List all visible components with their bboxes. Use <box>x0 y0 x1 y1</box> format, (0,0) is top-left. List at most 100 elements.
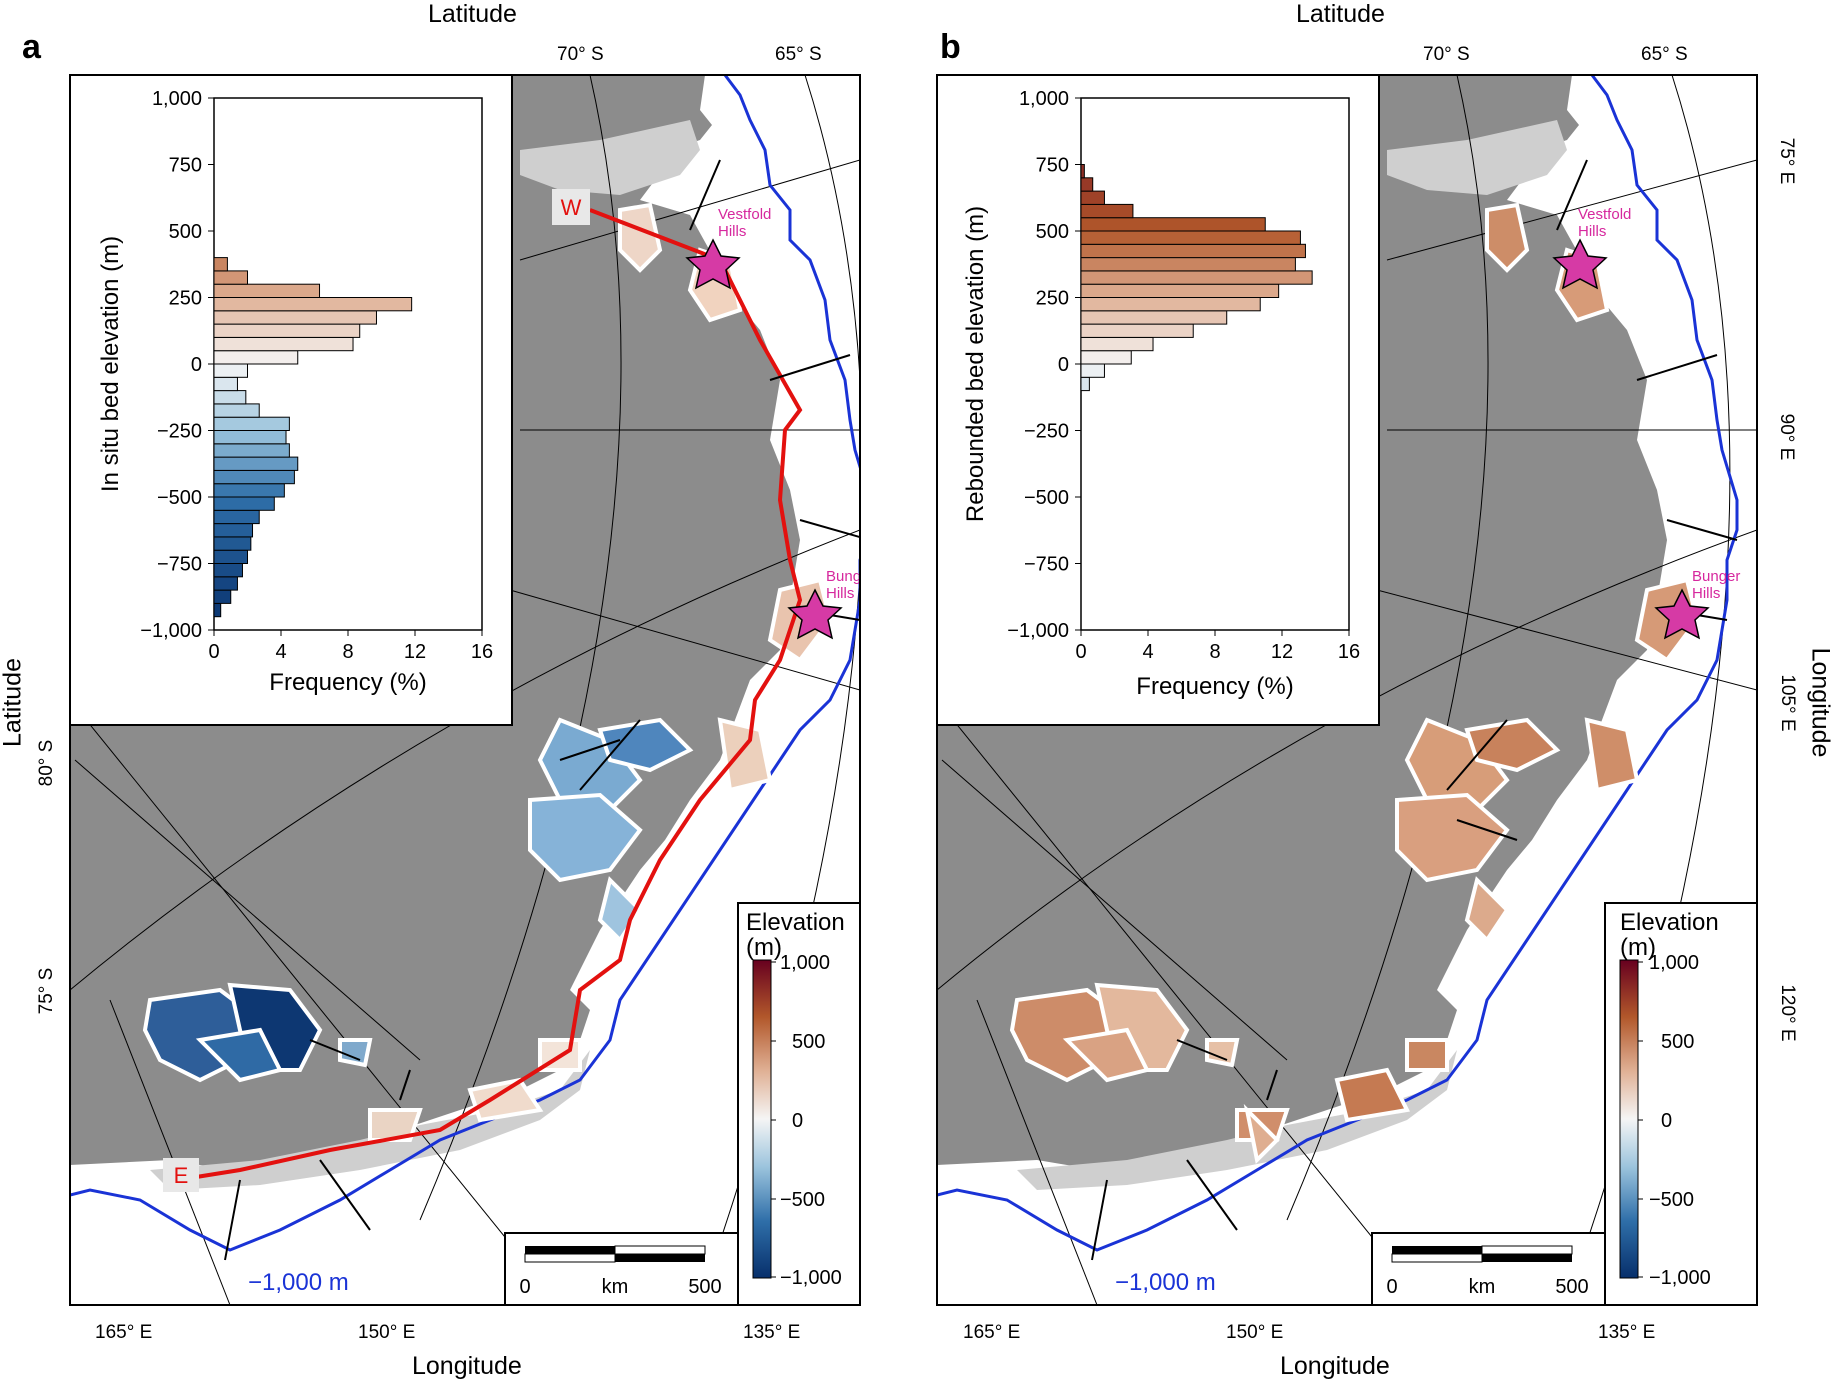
panel-a-label-e-box <box>163 1158 199 1192</box>
hist-b-ylabel: Rebounded bed elevation (m) <box>962 206 989 522</box>
hist-bar <box>213 283 321 299</box>
panel-a-transect-line <box>189 208 803 1180</box>
panel-a-site-bunger: Bunger Hills <box>826 568 874 602</box>
colorbar-b-tick-neg1000: −1,000 <box>1649 1267 1711 1289</box>
hist-bar <box>1080 283 1280 299</box>
panel-b-map: Vestfold Hills Bunger Hills −1,000 m <box>937 75 1757 1305</box>
hist-bar <box>1080 336 1154 352</box>
y-tick-label: 750 <box>1036 155 1069 177</box>
colorbar-a-ticks: 1,000 500 0 −500 −1,000 <box>771 952 842 1289</box>
x-tick-label: 0 <box>208 641 219 663</box>
panel-a-label-w: W <box>561 195 582 220</box>
x-tick-label: 8 <box>342 641 353 663</box>
scalebar-b: 0 km 500 <box>1371 1232 1606 1306</box>
scalebar-a-500: 500 <box>688 1276 721 1298</box>
hist-bar <box>1080 243 1306 259</box>
hist-bar <box>213 496 275 511</box>
y-tick-label: 250 <box>169 288 202 310</box>
colorbar-b-title-1: Elevation <box>1620 909 1719 936</box>
hist-bar <box>213 523 254 538</box>
panel-a-lon-tick-135: 135° E <box>743 1322 801 1343</box>
panel-a-bunger-star-icon <box>787 588 843 640</box>
hist-bar <box>213 549 248 565</box>
panel-a-contour-1000m <box>70 75 860 1252</box>
hist-bar <box>213 469 295 485</box>
x-tick-label: 4 <box>1142 641 1153 663</box>
scalebar-a-box <box>504 1232 739 1306</box>
hist-bar <box>1080 217 1266 232</box>
panel-b-site-bunger: Bunger Hills <box>1692 568 1740 602</box>
hist-bar <box>213 257 228 272</box>
panel-a-bottom-title: Longitude <box>412 1352 522 1380</box>
x-tick-label: 12 <box>1271 641 1293 663</box>
hist-bar <box>1080 310 1228 325</box>
scalebar-a-zero: 0 <box>519 1276 530 1298</box>
panel-b-survey-patches <box>1009 202 1700 1165</box>
panel-a-contour-label: −1,000 m <box>248 1269 349 1296</box>
colorbar-b-tick-0: 0 <box>1661 1110 1672 1132</box>
panel-a-top-title: Latitude <box>428 0 517 28</box>
scalebar-a: 0 km 500 <box>504 1232 739 1306</box>
panel-b-lat-tick-65: 65° S <box>1641 44 1688 65</box>
y-tick-label: −500 <box>157 487 202 509</box>
x-tick-label: 16 <box>1338 641 1360 663</box>
x-tick-label: 0 <box>1075 641 1086 663</box>
hist-b-ticks: 0 4 8 12 16 1,000 750 500 250 0 −250 −500 −750 −1,000 <box>1007 88 1360 663</box>
hist-b: 0 4 8 12 16 1,000 750 500 250 0 −250 −500 −750 −1,000… <box>936 74 1380 726</box>
panel-b-contour-1000m <box>937 75 1739 1252</box>
colorbar-a-title-1: Elevation <box>746 909 845 936</box>
colorbar-a-tick-0: 0 <box>792 1110 803 1132</box>
y-tick-label: −1,000 <box>1007 620 1069 642</box>
y-tick-label: 250 <box>1036 288 1069 310</box>
hist-bar <box>1080 257 1296 272</box>
panel-a-arrows <box>224 159 860 1261</box>
x-tick-label: 12 <box>404 641 426 663</box>
hist-bar <box>213 323 361 338</box>
hist-bar <box>213 363 248 378</box>
hist-bar <box>213 390 247 405</box>
hist-bar <box>1080 203 1134 219</box>
panel-b-vestfold-star-icon <box>1552 238 1608 290</box>
y-tick-label: 0 <box>1058 354 1069 376</box>
hist-bar <box>1080 297 1261 312</box>
hist-b-panel <box>936 74 1380 726</box>
hist-bar <box>213 456 299 471</box>
y-tick-label: −750 <box>1024 554 1069 576</box>
hist-bar <box>213 350 299 365</box>
x-tick-label: 16 <box>471 641 493 663</box>
colorbar-a-tick-neg500: −500 <box>780 1189 825 1211</box>
hist-a-ylabel: In situ bed elevation (m) <box>97 236 124 492</box>
hist-bar <box>213 297 413 312</box>
hist-bar <box>213 576 238 591</box>
y-tick-label: 1,000 <box>1019 88 1069 110</box>
scalebar-b-unit: km <box>1469 1276 1496 1298</box>
y-tick-label: −500 <box>1024 487 1069 509</box>
y-tick-label: 500 <box>169 221 202 243</box>
colorbar-b-tick-1000: 1,000 <box>1649 952 1699 974</box>
panel-a-label-e: E <box>174 1163 189 1188</box>
panel-a-lon-tick-165: 165° E <box>95 1322 153 1343</box>
panel-b-lat-tick-70: 70° S <box>1423 44 1470 65</box>
hist-bar <box>1080 190 1105 205</box>
hist-bar <box>1080 270 1313 285</box>
hist-bar <box>213 403 260 418</box>
panel-a-lat-tick-65: 65° S <box>775 44 822 65</box>
scalebar-b-box <box>1371 1232 1606 1306</box>
scalebar-b-zero: 0 <box>1386 1276 1397 1298</box>
colorbar-a-tick-1000: 1,000 <box>780 952 830 974</box>
y-tick-label: 1,000 <box>152 88 202 110</box>
panel-b-contour-label: −1,000 m <box>1115 1269 1216 1296</box>
hist-bar <box>213 430 287 445</box>
scalebar-a-unit: km <box>602 1276 629 1298</box>
hist-bar <box>213 589 232 604</box>
panel-b-bottom-title: Longitude <box>1280 1352 1390 1380</box>
panel-b-ice-shelf-north <box>1387 120 1567 195</box>
panel-a-site-vestfold: Vestfold Hills <box>718 206 771 240</box>
hist-a-xlabel: Frequency (%) <box>269 669 426 696</box>
panel-b-lon-tick-135: 135° E <box>1598 1322 1656 1343</box>
colorbar-b-gradient <box>1619 959 1639 1279</box>
panel-a-ice-shelf-north <box>520 120 700 195</box>
colorbar-a-gradient <box>752 959 772 1279</box>
hist-b-xlabel: Frequency (%) <box>1136 673 1293 700</box>
